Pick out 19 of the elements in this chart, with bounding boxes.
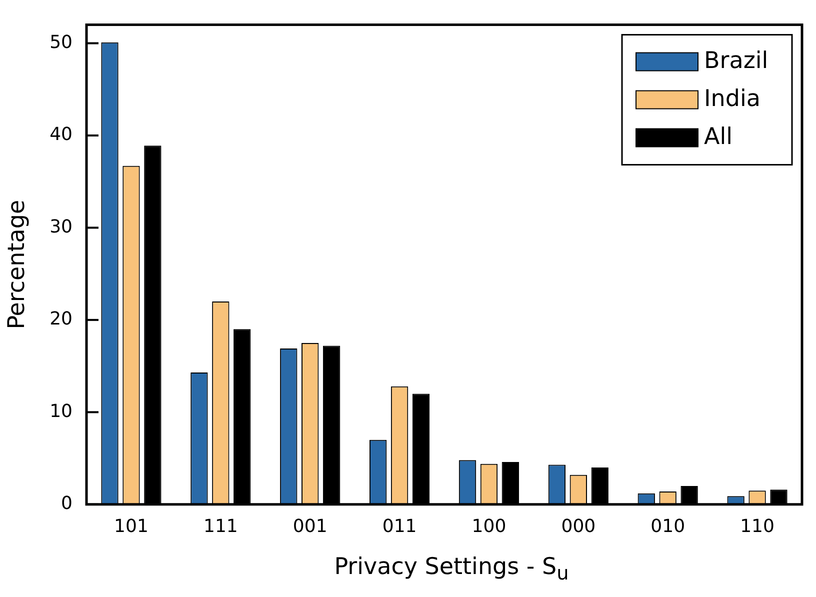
y-tick-label: 30 [50, 216, 73, 238]
legend-label: All [704, 124, 733, 150]
x-tick-label: 111 [203, 516, 238, 537]
legend-label: Brazil [704, 48, 768, 74]
y-tick-label: 50 [50, 32, 73, 53]
y-tick-label: 20 [50, 308, 73, 330]
x-tick-label: 100 [472, 516, 506, 537]
x-tick-label: 110 [740, 516, 774, 537]
x-tick-label: 010 [650, 516, 686, 537]
y-tick-label: 40 [50, 124, 73, 146]
legend-label: India [704, 86, 760, 112]
x-tick-label: 011 [382, 516, 417, 537]
x-tick-label: 101 [114, 516, 148, 537]
x-tick-label: 001 [292, 516, 328, 537]
x-tick-label: 000 [561, 516, 596, 537]
y-tick-label: 0 [61, 493, 73, 514]
y-tick-label: 10 [50, 400, 73, 422]
x-axis-title: Privacy Settings - S$_{u}$ [333, 554, 570, 585]
y-axis-title: Percentage [4, 200, 30, 330]
